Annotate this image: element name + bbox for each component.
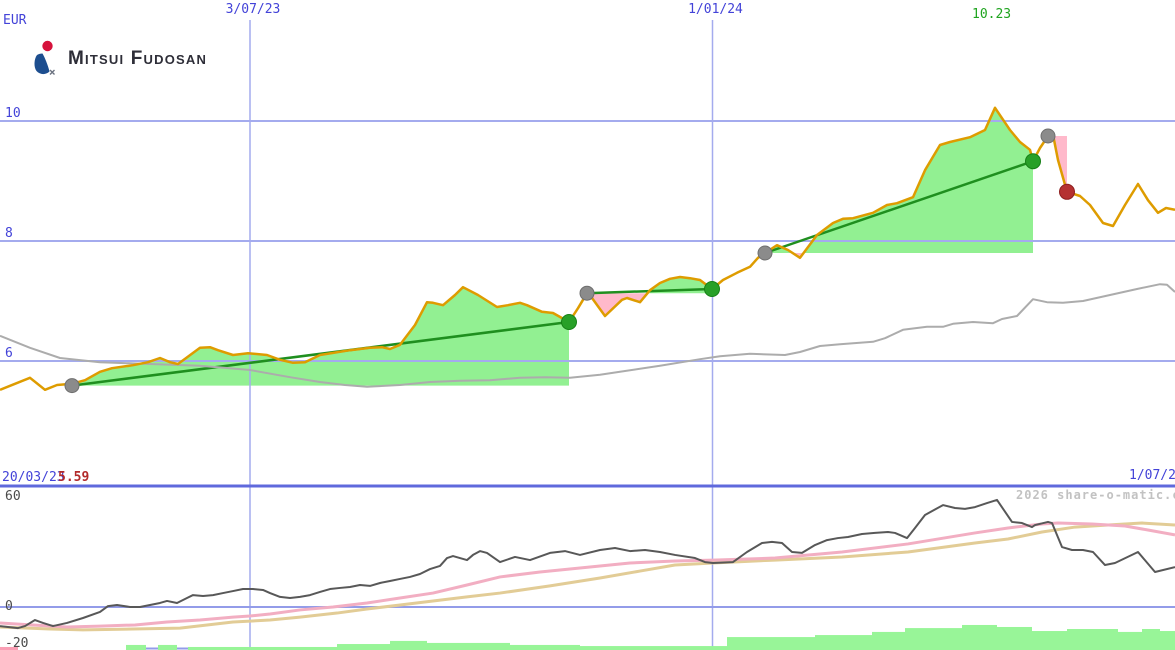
trade-exit-dot-loss bbox=[1059, 183, 1075, 200]
trade-exit-dot-win bbox=[1025, 153, 1041, 170]
histogram-bar bbox=[815, 635, 872, 650]
start-date-label: 20/03/23 bbox=[2, 470, 65, 485]
start-price-label: 5.59 bbox=[58, 470, 90, 485]
histogram-bar bbox=[1160, 631, 1175, 650]
trade-entry-dot bbox=[579, 285, 595, 301]
oscillator-tick-label: 60 bbox=[5, 489, 21, 504]
gain-fill bbox=[72, 287, 569, 386]
histogram-bar bbox=[1142, 629, 1160, 650]
histogram-bar bbox=[962, 624, 997, 650]
trade-trend-line bbox=[764, 160, 1034, 255]
trade-entry-dot bbox=[1040, 128, 1056, 144]
trade-exit-dot-win bbox=[704, 281, 720, 297]
histogram-bar bbox=[997, 626, 1032, 650]
histogram-bar bbox=[188, 646, 337, 650]
osc-slow-pink bbox=[0, 521, 1175, 629]
histogram-bar bbox=[1067, 629, 1118, 650]
trade-exit-dot-win bbox=[561, 314, 577, 330]
histogram-bar bbox=[580, 646, 727, 650]
date-axis-label: 1/01/24 bbox=[688, 2, 743, 17]
osc-main bbox=[0, 498, 1175, 630]
trade-entry-dot bbox=[64, 378, 80, 394]
histogram-bar bbox=[126, 644, 146, 650]
histogram-bar bbox=[1032, 631, 1067, 650]
price-tick-label: 6 bbox=[5, 346, 13, 361]
histogram-bar bbox=[427, 642, 510, 650]
histogram-bar bbox=[510, 644, 580, 650]
price-tick-label: 8 bbox=[5, 226, 13, 241]
oscillator-tick-label: 0 bbox=[5, 599, 13, 614]
end-date-label: 1/07/24 bbox=[1129, 468, 1175, 483]
price-tick-label: 10 bbox=[5, 106, 21, 121]
histogram-bar bbox=[337, 644, 390, 650]
oscillator-tick-label: -20 bbox=[5, 636, 29, 650]
high-price-label: 10.23 bbox=[972, 7, 1012, 22]
trade-entry-dot bbox=[757, 245, 773, 261]
histogram-bar bbox=[872, 631, 905, 650]
histogram-bar bbox=[390, 640, 427, 650]
osc-slow-tan bbox=[0, 521, 1175, 632]
gain-fill bbox=[803, 107, 1033, 253]
histogram-loss-bar bbox=[0, 646, 18, 650]
histogram-bar bbox=[158, 644, 177, 650]
mitsui-fudosan-logo-icon bbox=[34, 40, 55, 75]
watermark: 2026 share-o-matic.com bbox=[1016, 488, 1175, 502]
histogram-bar bbox=[905, 628, 962, 650]
currency-label: EUR bbox=[3, 13, 27, 28]
company-name: Mitsui Fudosan bbox=[68, 48, 208, 69]
date-axis-label: 3/07/23 bbox=[225, 2, 281, 17]
price-line bbox=[0, 106, 1175, 392]
company-logo: Mitsui Fudosan bbox=[33, 40, 207, 78]
histogram-bar bbox=[1118, 631, 1142, 650]
histogram-bar bbox=[727, 637, 815, 650]
benchmark-line bbox=[0, 283, 1175, 388]
